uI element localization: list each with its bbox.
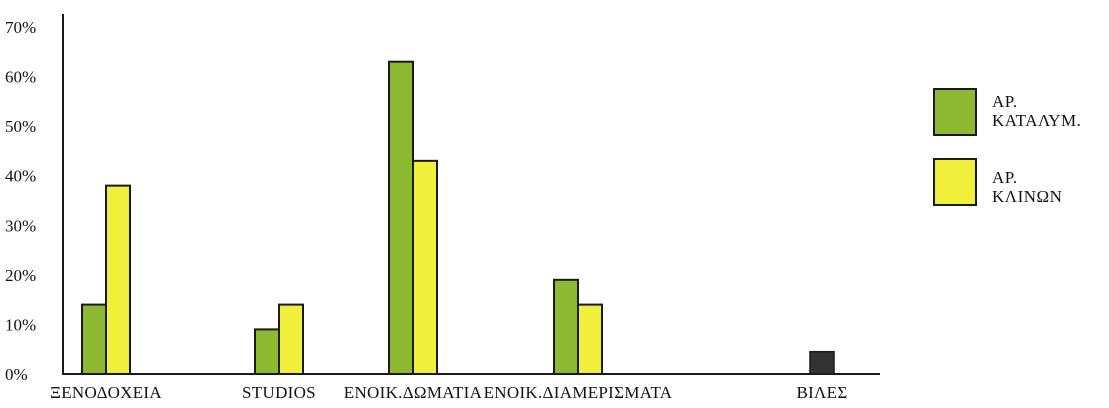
x-category-label: ΕΝΟΙΚ.ΔΙΑΜΕΡΙΣΜΑΤΑ [484, 383, 673, 402]
legend-swatch-2 [933, 158, 977, 206]
legend-swatch-1 [933, 88, 977, 136]
x-category-label: ΒΙΛΕΣ [796, 383, 847, 402]
y-tick-label: 50% [5, 117, 36, 136]
bar-series-1-3 [388, 60, 414, 375]
bar-series-2-1 [105, 184, 131, 375]
y-tick-label: 0% [5, 365, 28, 384]
bar-series-1-4 [553, 278, 579, 376]
bar-series-1-1 [81, 303, 107, 376]
legend: ΑΡ.ΚΑΤΑΛΥΜ.ΑΡ.ΚΛΙΝΩΝ [933, 88, 1081, 206]
legend-label-1: ΚΑΤΑΛΥΜ. [992, 111, 1081, 130]
x-axis-categories: ΞΕΝΟΔΟΧΕΙΑ STUDIOS ΕΝΟΙΚ.ΔΩΜΑΤΙΑ ΕΝΟΙΚ.ΔΙΑΜ… [50, 383, 847, 402]
bar-extra-1 [809, 350, 835, 375]
y-tick-label: 70% [5, 18, 36, 37]
y-tick-label: 60% [5, 68, 36, 87]
y-tick-label: 10% [5, 315, 36, 334]
legend-label-2: ΚΛΙΝΩΝ [992, 187, 1062, 206]
y-tick-label: 40% [5, 167, 36, 186]
axes [62, 14, 880, 375]
bar-series-2-3 [412, 159, 438, 375]
x-category-label: ΕΝΟΙΚ.ΔΩΜΑΤΙΑ [344, 383, 483, 402]
legend-label-2: ΑΡ. [992, 168, 1018, 187]
y-tick-label: 30% [5, 216, 36, 235]
bar-series-2-2 [278, 303, 304, 376]
x-category-label: ΞΕΝΟΔΟΧΕΙΑ [50, 383, 162, 402]
bars [81, 60, 835, 376]
legend-label-1: ΑΡ. [992, 92, 1018, 111]
y-tick-label: 20% [5, 266, 36, 285]
y-axis-ticks: 0% 10% 20% 30% 40% 50% 60% 70% [5, 18, 36, 384]
x-category-label: STUDIOS [242, 383, 316, 402]
bar-series-1-2 [254, 328, 280, 375]
bar-series-2-4 [577, 303, 603, 376]
